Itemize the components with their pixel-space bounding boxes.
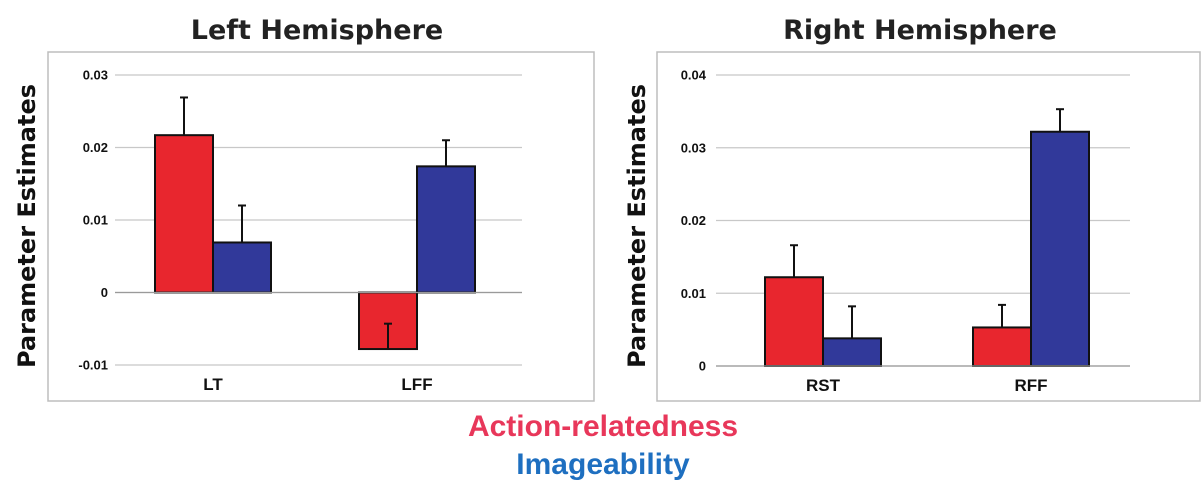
x-tick-label: RFF [1014, 376, 1047, 395]
legend-imageability: Imageability [516, 448, 690, 481]
x-tick-label: LFF [401, 375, 432, 394]
y-tick-label: 0.01 [681, 286, 706, 301]
x-tick-label: LT [203, 375, 223, 394]
bar [416, 165, 476, 294]
plot-frame [47, 51, 595, 402]
left-hemisphere-chart: Left Hemisphere Parameter Estimates -0.0… [13, 15, 595, 402]
y-axis-label: Parameter Estimates [623, 84, 651, 368]
y-tick-label: 0 [699, 359, 706, 374]
plot-frame [656, 51, 1201, 402]
chart-title: Left Hemisphere [191, 15, 443, 46]
right-hemisphere-chart: Right Hemisphere Parameter Estimates 0 0.… [623, 15, 1201, 402]
legend-action-relatedness: Action-relatedness [468, 410, 738, 443]
x-tick-label: RST [806, 376, 841, 395]
chart-title: Right Hemisphere [783, 15, 1057, 46]
bar [822, 337, 882, 368]
y-tick-label: 0 [101, 285, 108, 300]
y-tick-label: -0.01 [78, 358, 108, 373]
bar [764, 276, 824, 367]
y-tick-label: 0.04 [681, 68, 707, 83]
legend: Action-relatedness Imageability [468, 410, 738, 481]
plot-area: -0.01 0 0.01 0.02 0.03 LT LFF [78, 68, 522, 394]
y-tick-label: 0.01 [83, 213, 108, 228]
bar [154, 134, 214, 294]
bar [972, 326, 1032, 368]
y-tick-label: 0.02 [83, 140, 108, 155]
y-tick-label: 0.03 [681, 140, 706, 155]
y-tick-label: 0.02 [681, 213, 706, 228]
bar [212, 241, 272, 294]
bar [1030, 130, 1090, 367]
y-axis-label: Parameter Estimates [13, 84, 41, 368]
plot-area: 0 0.01 0.02 0.03 0.04 RST RFF [681, 68, 1130, 395]
y-tick-label: 0.03 [83, 68, 108, 83]
